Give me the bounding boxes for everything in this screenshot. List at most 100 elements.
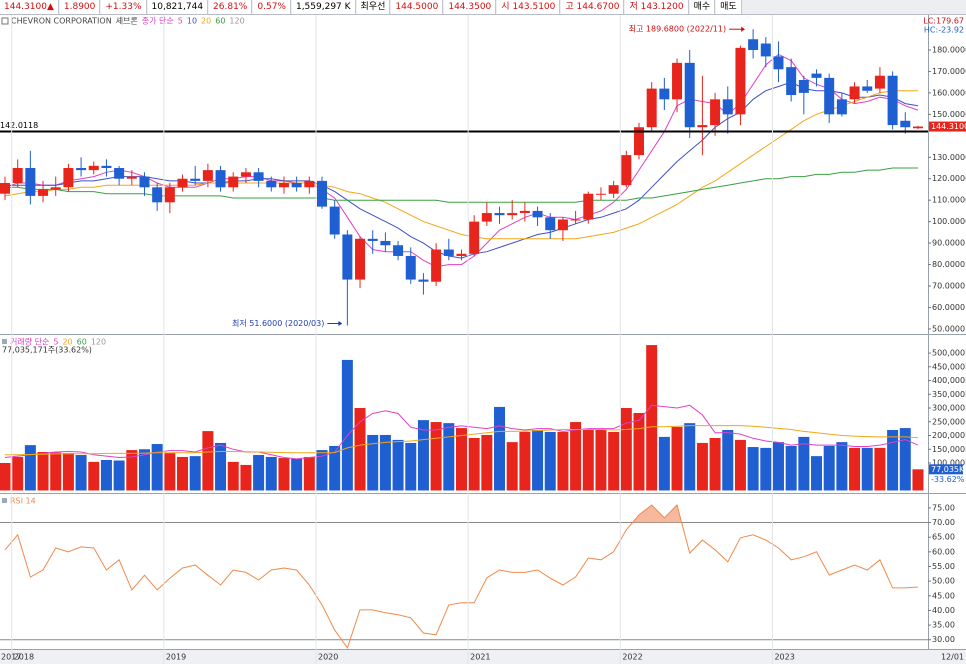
toolbar-cell: 고 144.6700 bbox=[561, 0, 625, 14]
candle-body bbox=[786, 67, 797, 96]
candle-body bbox=[63, 167, 74, 188]
y-tick-label: 35.00 bbox=[932, 621, 955, 630]
x-tick-label: 2019 bbox=[166, 653, 186, 662]
legend-icon bbox=[1, 17, 9, 25]
volume-bar bbox=[861, 447, 873, 491]
volume-bar bbox=[772, 442, 784, 491]
candle-body bbox=[278, 183, 289, 188]
toolbar-cell: 매수 bbox=[689, 0, 716, 14]
candle-body bbox=[38, 189, 49, 196]
candle-body bbox=[367, 238, 378, 241]
legend-icon bbox=[2, 339, 7, 344]
candle-body bbox=[76, 167, 87, 171]
volume-bar bbox=[684, 423, 696, 491]
volume-bar bbox=[798, 436, 810, 491]
candle-body bbox=[114, 167, 125, 179]
y-tick-label: 45.00 bbox=[932, 591, 955, 600]
annotation-arrowhead bbox=[741, 26, 746, 32]
candle-body bbox=[228, 176, 239, 188]
y-tick-label: 70.0000 bbox=[932, 282, 965, 291]
chart: 180.0000 170.0000 160.0000 150.0000 130.0000… bbox=[0, 15, 966, 664]
y-tick-label: 250,000K bbox=[932, 417, 966, 426]
x-tick-label: 2023 bbox=[774, 653, 794, 662]
volume-bar bbox=[912, 469, 924, 491]
legend-text: 거래량 단순 bbox=[10, 337, 49, 347]
last-price-box bbox=[929, 121, 966, 132]
volume-bar bbox=[37, 452, 49, 491]
toolbar-cell: 144.5000 bbox=[391, 0, 444, 14]
y-tick-label: 450,000K bbox=[932, 362, 966, 371]
volume-bar bbox=[443, 423, 455, 491]
candle-body bbox=[12, 167, 23, 184]
volume-bar bbox=[100, 459, 112, 491]
legend-text: 10 bbox=[187, 17, 197, 26]
volume-bar bbox=[494, 406, 506, 491]
candle-body bbox=[735, 47, 746, 115]
candle-body bbox=[621, 155, 632, 186]
volume-average bbox=[5, 425, 919, 456]
y-tick-label: 50.00 bbox=[932, 577, 955, 586]
y-tick-label: 75.00 bbox=[932, 503, 955, 512]
candle-body bbox=[418, 279, 429, 282]
y-tick-label: 150.0000 bbox=[932, 110, 966, 119]
volume-subtitle: 77,035,171주(33.62%) bbox=[2, 346, 92, 355]
cursor-label: 12/01 bbox=[941, 653, 964, 662]
toolbar-cell: 시 143.5100 bbox=[497, 0, 561, 14]
candle-body bbox=[126, 176, 137, 179]
volume-bar bbox=[734, 439, 746, 491]
volume-bar bbox=[506, 442, 518, 491]
volume-bar bbox=[329, 445, 341, 491]
volume-change: -33.62% bbox=[931, 475, 965, 484]
candle-body bbox=[443, 249, 454, 256]
volume-bar bbox=[291, 458, 303, 491]
candle-body bbox=[50, 187, 61, 190]
candle-body bbox=[773, 56, 784, 70]
y-tick-label: 80.0000 bbox=[932, 260, 965, 269]
candle-body bbox=[342, 234, 353, 280]
volume-bar bbox=[265, 456, 277, 491]
candle-body bbox=[760, 43, 771, 57]
toolbar-cell: 매도 bbox=[716, 0, 742, 14]
candle-body bbox=[798, 80, 809, 93]
volume-bar bbox=[151, 444, 163, 491]
candle-body bbox=[304, 180, 315, 188]
volume-bar bbox=[24, 445, 36, 491]
candle-body bbox=[532, 210, 543, 218]
x-tick-label: 2020 bbox=[318, 653, 338, 662]
toolbar-cell: 26.81% bbox=[209, 0, 253, 14]
candle-body bbox=[469, 221, 480, 254]
legend-text: 120 bbox=[91, 338, 106, 347]
volume-bar bbox=[608, 431, 620, 491]
y-tick-label: 50.0000 bbox=[932, 324, 965, 333]
y-tick-label: 55.00 bbox=[932, 562, 955, 571]
candle-body bbox=[202, 170, 213, 181]
volume-bar bbox=[481, 434, 493, 491]
toolbar-cell: 144.3100▲ bbox=[0, 0, 59, 14]
candle-body bbox=[101, 165, 112, 168]
volume-bar bbox=[696, 442, 708, 491]
candle-body bbox=[697, 125, 708, 128]
candle-body bbox=[253, 172, 264, 181]
volume-bar bbox=[747, 447, 759, 491]
legend-text: 셰브론 bbox=[116, 17, 138, 26]
volume-bar bbox=[532, 430, 544, 491]
toolbar: 144.3100▲ 1.8900 +1.33% 10,821,744 26.81% 0.5… bbox=[0, 0, 966, 15]
volume-bar bbox=[405, 442, 417, 491]
corner-label: HC:-23.92 bbox=[924, 26, 964, 35]
last-price-label: 144.3100 bbox=[931, 122, 966, 131]
volume-bar bbox=[341, 359, 353, 491]
candle-body bbox=[266, 180, 277, 188]
legend-text: RSI 14 bbox=[10, 497, 36, 506]
y-tick-label: 90.0000 bbox=[932, 239, 965, 248]
volume-bar bbox=[379, 434, 391, 491]
candle-body bbox=[887, 75, 898, 126]
y-tick-label: 100,000K bbox=[932, 458, 966, 467]
candle-body bbox=[88, 165, 99, 171]
volume-bar bbox=[126, 450, 138, 491]
candle-body bbox=[405, 255, 416, 280]
legend-text: 120 bbox=[229, 17, 244, 26]
volume-bar bbox=[138, 449, 150, 491]
volume-bar bbox=[50, 452, 62, 491]
last-volume-box bbox=[929, 464, 963, 475]
y-tick-label: 130.0000 bbox=[932, 153, 966, 162]
